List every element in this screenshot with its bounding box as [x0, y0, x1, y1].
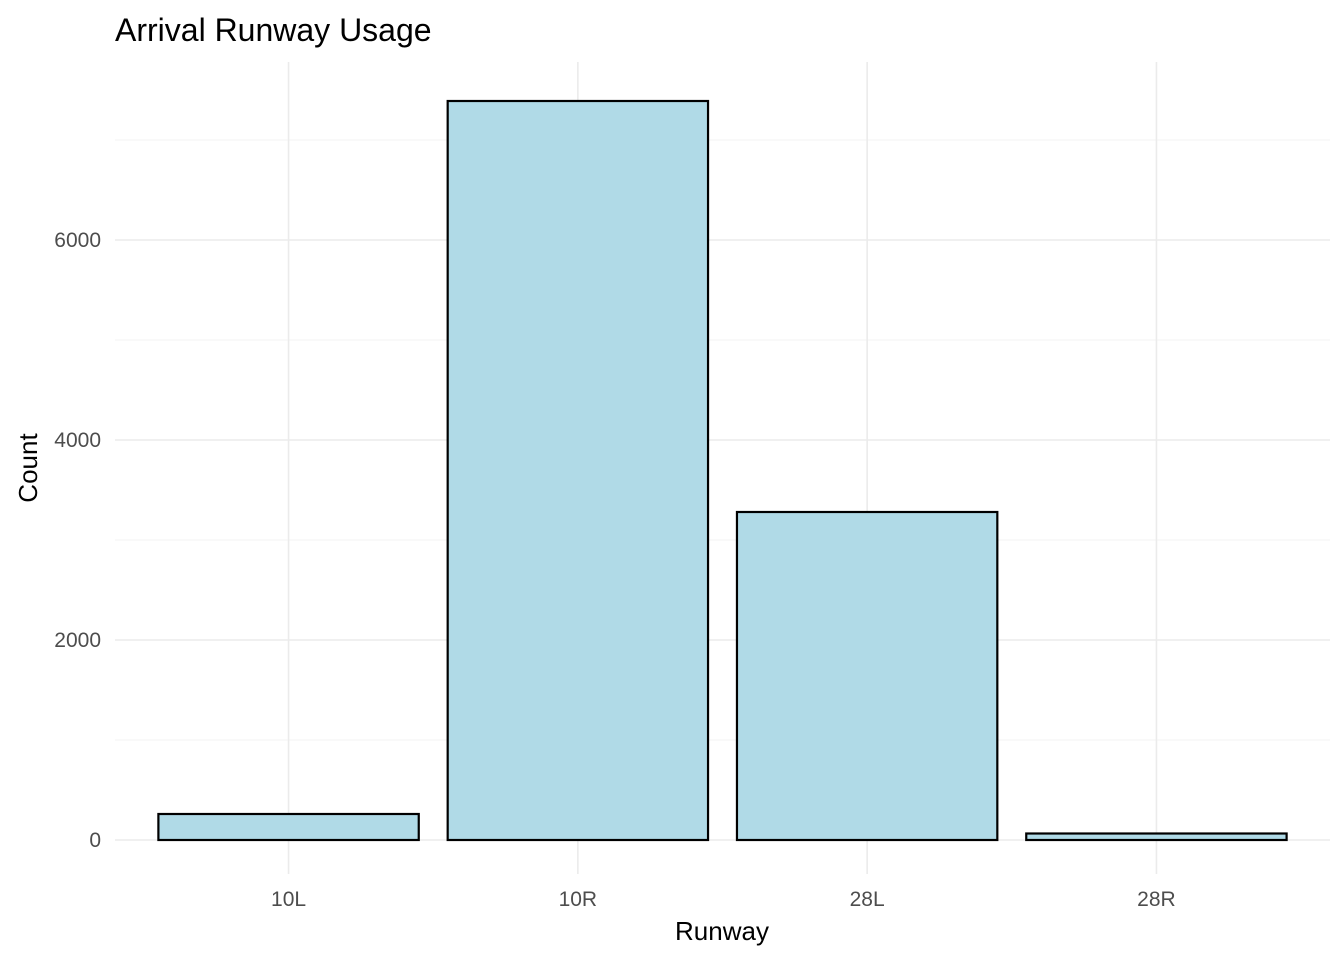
- x-axis-title: Runway: [675, 916, 769, 946]
- bar-28r: [1025, 832, 1288, 842]
- y-tick-label: 2000: [54, 629, 101, 652]
- x-tick-label: 10L: [271, 888, 306, 911]
- bar-10r: [446, 99, 710, 842]
- x-tick-label: 28L: [850, 888, 885, 911]
- y-tick-label: 0: [89, 829, 101, 852]
- grid-lines: [115, 62, 1330, 874]
- y-axis-tick-labels: 0 2000 4000 6000: [54, 229, 101, 852]
- x-axis-tick-labels: 10L 10R 28L 28R: [271, 888, 1176, 911]
- bars: [157, 99, 1288, 842]
- y-tick-label: 6000: [54, 229, 101, 252]
- bar-28l: [735, 510, 999, 842]
- y-axis-title: Count: [13, 433, 43, 503]
- x-tick-label: 28R: [1137, 888, 1176, 911]
- bar-10l: [157, 812, 420, 842]
- x-tick-label: 10R: [559, 888, 598, 911]
- chart-title: Arrival Runway Usage: [115, 12, 432, 48]
- y-tick-label: 4000: [54, 429, 101, 452]
